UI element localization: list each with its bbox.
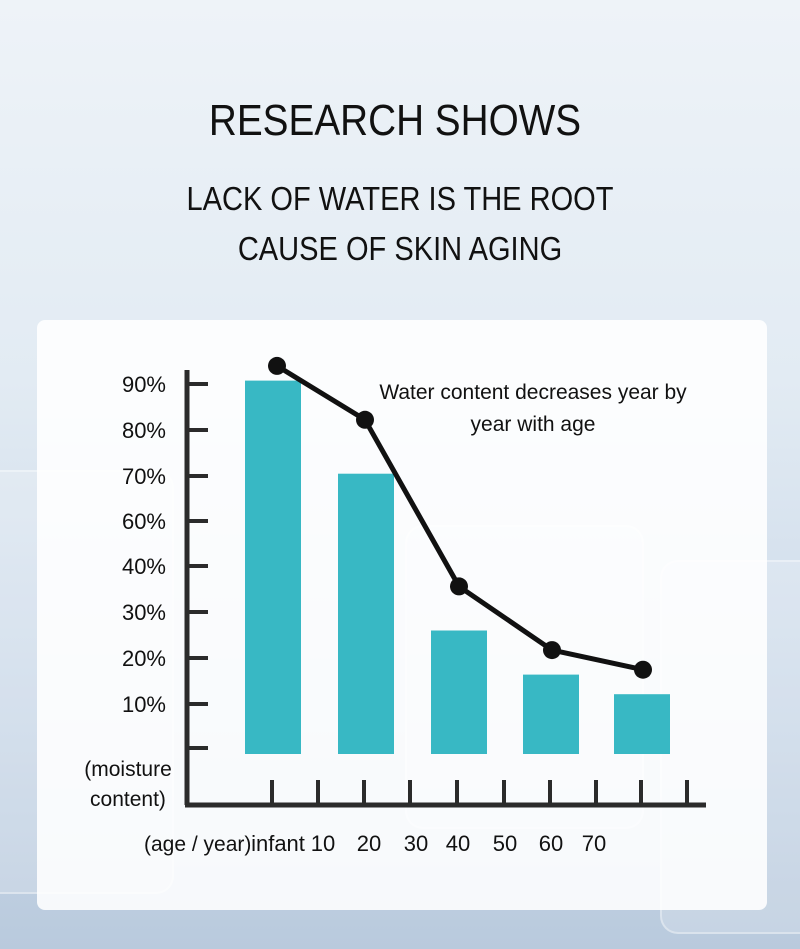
y-tick-label: 60% <box>122 509 166 534</box>
moisture-trend-line <box>275 363 644 673</box>
x-tick-label: 40 <box>446 831 470 856</box>
page-title: RESEARCH SHOWS <box>208 96 582 145</box>
y-axis-label-line-1: (moisture <box>84 758 172 781</box>
bar-60 <box>523 674 579 754</box>
x-tick-label: 10 <box>311 831 335 856</box>
y-tick-label: 30% <box>122 600 166 625</box>
x-tick-label: 30 <box>404 831 428 856</box>
y-tick-label: 80% <box>122 418 166 443</box>
trend-point-70 <box>634 660 652 679</box>
x-axis-label: (age / year) <box>144 833 251 856</box>
bar-20 <box>338 473 394 754</box>
chart-panel <box>37 320 767 910</box>
trend-point-infant <box>268 356 286 375</box>
y-tick-label: 20% <box>122 646 166 671</box>
y-axis-label-line-2: content) <box>90 788 166 811</box>
x-tick-label: infant <box>251 831 305 856</box>
y-tick-label: 70% <box>122 464 166 489</box>
x-tick-label: 50 <box>493 831 517 856</box>
bar-70 <box>614 694 670 754</box>
x-tick-label: 20 <box>357 831 381 856</box>
page-subtitle-line-2: CAUSE OF SKIN AGING <box>237 230 563 267</box>
bar-40 <box>431 630 487 754</box>
bar-infant <box>245 380 301 754</box>
trend-point-20 <box>356 410 374 429</box>
y-tick-label: 90% <box>122 372 166 397</box>
trend-point-40 <box>450 577 468 596</box>
x-tick-label: 60 <box>539 831 563 856</box>
chart-annotation-line-1: Water content decreases year by <box>379 381 687 404</box>
y-tick-label: 10% <box>122 692 166 717</box>
chart-annotation-line-2: year with age <box>471 413 596 436</box>
page-subtitle-line-1: LACK OF WATER IS THE ROOT <box>186 180 614 217</box>
y-tick-label: 40% <box>122 554 166 579</box>
x-tick-label: 70 <box>582 831 606 856</box>
trend-point-60 <box>543 641 561 660</box>
